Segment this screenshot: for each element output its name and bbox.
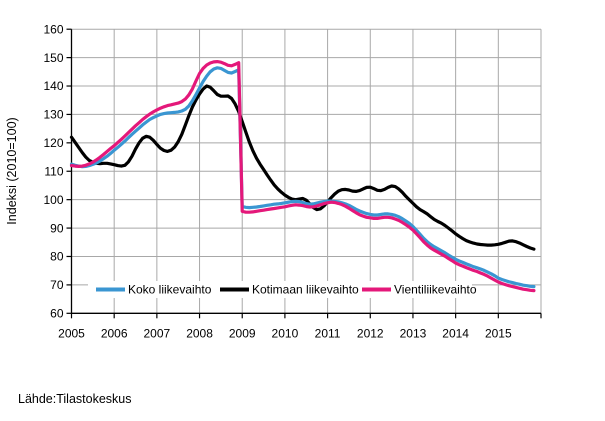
y-tick-label: 130 [43,108,63,122]
y-tick-label: 60 [50,307,64,321]
legend-background [88,281,472,298]
x-tick-label: 2010 [272,326,299,340]
y-tick-label: 80 [50,250,64,264]
x-tick-label: 2006 [101,326,128,340]
source-note: Lähde:Tilastokeskus [18,392,132,406]
legend-label-export: Vientiliikevaihto [394,283,477,297]
y-tick-label: 100 [43,193,63,207]
x-tick-label: 2005 [58,326,85,340]
x-tick-label: 2014 [442,326,469,340]
x-tick-label: 2011 [315,326,341,340]
series-line-2 [69,59,536,293]
series-line-1 [69,84,536,251]
tick-labels: 60 70 80 90 100 110 120 130 140 150 160 2005 2006 200… [43,22,512,340]
legend-label-total: Koko liikevaihto [128,283,212,297]
y-tick-label: 110 [44,164,63,178]
axes [66,28,542,319]
y-tick-label: 140 [43,79,63,93]
x-tick-label: 2015 [485,326,512,340]
x-tick-label: 2012 [357,326,384,340]
x-tick-label: 2013 [400,326,427,340]
y-tick-label: 90 [50,221,64,235]
legend-label-domestic: Kotimaan liikevaihto [252,283,359,297]
legend: Koko liikevaihto Kotimaan liikevaihto Vi… [88,281,477,298]
x-tick-label: 2007 [144,326,171,340]
legend-item-domestic: Kotimaan liikevaihto [220,283,359,297]
y-tick-label: 70 [50,278,64,292]
y-tick-label: 150 [43,51,63,65]
y-axis-title: Indeksi (2010=100) [5,117,19,224]
x-tick-label: 2008 [186,326,213,340]
y-tick-label: 120 [43,136,63,150]
y-tick-label: 160 [43,22,63,36]
legend-item-total: Koko liikevaihto [96,283,212,297]
series-line-0 [69,66,536,289]
x-tick-label: 2009 [229,326,256,340]
legend-item-export: Vientiliikevaihto [362,283,477,297]
data-series-lines [69,59,536,293]
